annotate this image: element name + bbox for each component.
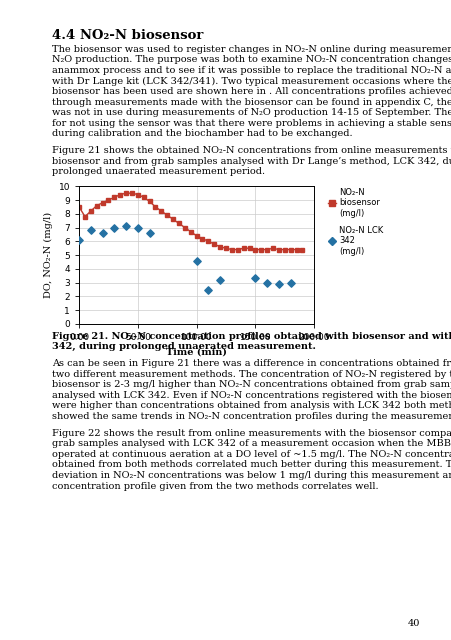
Text: The biosensor was used to register changes in NO₂-N online during measurements o: The biosensor was used to register chang… <box>52 45 451 54</box>
Text: were higher than concentrations obtained from analysis with LCK 342 both methods: were higher than concentrations obtained… <box>52 401 451 410</box>
Text: Figure 21 shows the obtained NO₂-N concentrations from online measurements with : Figure 21 shows the obtained NO₂-N conce… <box>52 146 451 155</box>
Point <box>263 278 270 288</box>
Text: with Dr Lange kit (LCK 342/341). Two typical measurement occasions where the: with Dr Lange kit (LCK 342/341). Two typ… <box>52 76 451 86</box>
Text: Figure 21. NO₂-N concentration profiles obtained with biosensor and with Dr Lang: Figure 21. NO₂-N concentration profiles … <box>52 332 451 340</box>
X-axis label: Time (min): Time (min) <box>166 348 226 356</box>
Y-axis label: DO, NO₂-N (mg/l): DO, NO₂-N (mg/l) <box>44 212 53 298</box>
Text: deviation in NO₂-N concentrations was below 1 mg/l during this measurement and t: deviation in NO₂-N concentrations was be… <box>52 471 451 480</box>
Text: was not in use during measurements of N₂O production 14-15 of September. The rea: was not in use during measurements of N₂… <box>52 108 451 117</box>
Point <box>122 221 129 231</box>
Text: biosensor has been used are shown here in . All concentrations profiles achieved: biosensor has been used are shown here i… <box>52 87 451 96</box>
Text: prolonged unaerated measurement period.: prolonged unaerated measurement period. <box>52 167 265 176</box>
Text: biosensor is 2-3 mg/l higher than NO₂-N concentrations obtained from grab sample: biosensor is 2-3 mg/l higher than NO₂-N … <box>52 380 451 389</box>
Text: 342, during prolonged unaerated measurement.: 342, during prolonged unaerated measurem… <box>52 342 315 351</box>
Text: operated at continuous aeration at a DO level of ~1.5 mg/l. The NO₂-N concentrat: operated at continuous aeration at a DO … <box>52 450 451 459</box>
Text: analysed with LCK 342. Even if NO₂-N concentrations registered with the biosenso: analysed with LCK 342. Even if NO₂-N con… <box>52 390 451 400</box>
Point <box>275 279 282 289</box>
Text: 40: 40 <box>407 620 419 628</box>
Point <box>134 223 141 233</box>
Point <box>286 278 294 288</box>
Text: through measurements made with the biosensor can be found in appendix C, the sen: through measurements made with the biose… <box>52 97 451 107</box>
Text: biosensor and from grab samples analysed with Dr Lange’s method, LCK 342, during: biosensor and from grab samples analysed… <box>52 157 451 166</box>
Text: showed the same trends in NO₂-N concentration profiles during the measurement.: showed the same trends in NO₂-N concentr… <box>52 412 451 421</box>
Text: obtained from both methods correlated much better during this measurement. The: obtained from both methods correlated mu… <box>52 460 451 469</box>
Text: anammox process and to see if it was possible to replace the traditional NO₂-N a: anammox process and to see if it was pos… <box>52 66 451 75</box>
Point <box>99 228 106 238</box>
Text: grab samples analysed with LCK 342 of a measurement occasion when the MBBR was: grab samples analysed with LCK 342 of a … <box>52 439 451 448</box>
Point <box>87 225 94 236</box>
Legend: NO₂-N
biosensor
(mg/l), NO₂-N LCK
342
(mg/l): NO₂-N biosensor (mg/l), NO₂-N LCK 342 (m… <box>327 188 383 255</box>
Text: concentration profile given from the two methods correlates well.: concentration profile given from the two… <box>52 481 378 490</box>
Point <box>216 275 223 285</box>
Point <box>75 235 83 245</box>
Point <box>110 223 118 233</box>
Text: during calibration and the biochamber had to be exchanged.: during calibration and the biochamber ha… <box>52 129 352 138</box>
Point <box>146 228 153 238</box>
Point <box>204 284 212 294</box>
Text: N₂O production. The purpose was both to examine NO₂-N concentration changes in t: N₂O production. The purpose was both to … <box>52 55 451 65</box>
Text: for not using the sensor was that there were problems in achieving a stable sens: for not using the sensor was that there … <box>52 118 451 128</box>
Text: 4.4 NO₂-N biosensor: 4.4 NO₂-N biosensor <box>52 29 203 42</box>
Text: two different measurement methods. The concentration of NO₂-N registered by the: two different measurement methods. The c… <box>52 369 451 379</box>
Point <box>193 255 200 266</box>
Point <box>251 273 258 284</box>
Text: As can be seen in Figure 21 there was a difference in concentrations obtained fr: As can be seen in Figure 21 there was a … <box>52 359 451 368</box>
Text: Figure 22 shows the result from online measurements with the biosensor compared : Figure 22 shows the result from online m… <box>52 429 451 438</box>
